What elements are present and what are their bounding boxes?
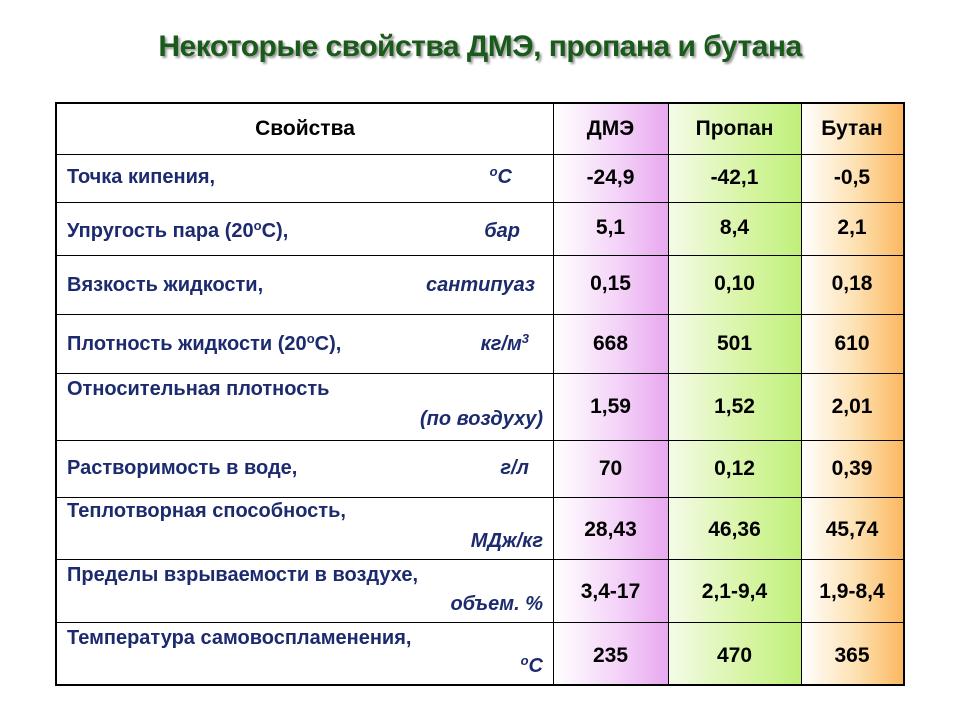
propane-column-background: [668, 104, 801, 684]
row-label: Теплотворная способность,: [67, 500, 346, 522]
row-label: Вязкость жидкости,: [67, 274, 264, 296]
row-label: Относительная плотность: [67, 378, 330, 400]
butane-value: 1,9-8,4: [819, 580, 885, 603]
row-divider: [57, 314, 903, 315]
row-divider: [57, 559, 903, 560]
dme-column-background: [554, 104, 668, 684]
dme-value: 1,59: [590, 395, 631, 418]
butane-value: 0,18: [831, 272, 873, 295]
row-unit: г/л: [500, 457, 529, 479]
column-divider: [801, 104, 802, 684]
row-unit: oC: [520, 653, 543, 677]
dme-value: 28,43: [584, 518, 637, 541]
row-unit: oC: [489, 164, 512, 188]
row-unit: бар: [484, 220, 520, 242]
row-label: Плотность жидкости (20oC),: [67, 331, 342, 355]
row-divider: [57, 202, 903, 203]
row-label: Упругость пара (20oC),: [67, 218, 289, 242]
dme-value: 3,4-17: [580, 580, 641, 603]
row-label: Температура самовоспламенения,: [67, 627, 412, 649]
row-divider: [57, 154, 903, 155]
butane-value: 2,01: [831, 395, 873, 418]
propane-value: 2,1-9,4: [701, 580, 768, 603]
propane-value: -42,1: [710, 166, 759, 189]
row-divider: [57, 373, 903, 374]
propane-value: 470: [716, 644, 753, 667]
dme-value: 235: [592, 644, 629, 667]
dme-value: 70: [598, 457, 623, 480]
row-label: Растворимость в воде,: [67, 457, 298, 479]
row-unit: МДж/кг: [470, 530, 543, 552]
row-divider: [57, 440, 903, 441]
butane-value: 365: [834, 644, 870, 667]
dme-value: 668: [592, 332, 629, 355]
row-label: Пределы взрываемости в воздухе,: [67, 564, 419, 586]
row-unit: сантипуаз: [426, 274, 535, 296]
row-divider: [57, 622, 903, 623]
header-propane: Пропан: [695, 117, 774, 140]
propane-value: 0,10: [714, 272, 755, 295]
butane-value: 0,39: [831, 457, 873, 480]
dme-value: 5,1: [595, 216, 626, 239]
row-unit: объем. %: [450, 593, 543, 615]
column-divider: [668, 104, 669, 684]
butane-value: 610: [834, 332, 870, 355]
propane-value: 46,36: [708, 518, 761, 541]
propane-value: 501: [716, 332, 753, 355]
row-divider: [57, 497, 903, 498]
column-divider: [553, 104, 554, 684]
butane-value: -0,5: [833, 166, 871, 189]
butane-column-background: [801, 104, 903, 684]
propane-value: 8,4: [719, 216, 750, 239]
header-property: Свойства: [255, 117, 355, 140]
page-title: Некоторые свойства ДМЭ, пропана и бутана: [158, 30, 802, 63]
dme-value: 0,15: [590, 272, 631, 295]
header-butane: Бутан: [821, 117, 883, 140]
properties-table: Свойства ДМЭ Пропан Бутан Точка кипения,…: [55, 102, 905, 686]
dme-value: -24,9: [586, 166, 635, 189]
propane-value: 1,52: [714, 395, 755, 418]
propane-value: 0,12: [714, 457, 755, 480]
row-unit: (по воздуху): [419, 408, 543, 430]
row-unit: кг/м3: [480, 331, 529, 355]
butane-value: 2,1: [837, 216, 867, 239]
row-divider: [57, 255, 903, 256]
header-dme: ДМЭ: [586, 117, 635, 140]
butane-value: 45,74: [825, 518, 879, 541]
row-label: Точка кипения,: [67, 166, 216, 188]
